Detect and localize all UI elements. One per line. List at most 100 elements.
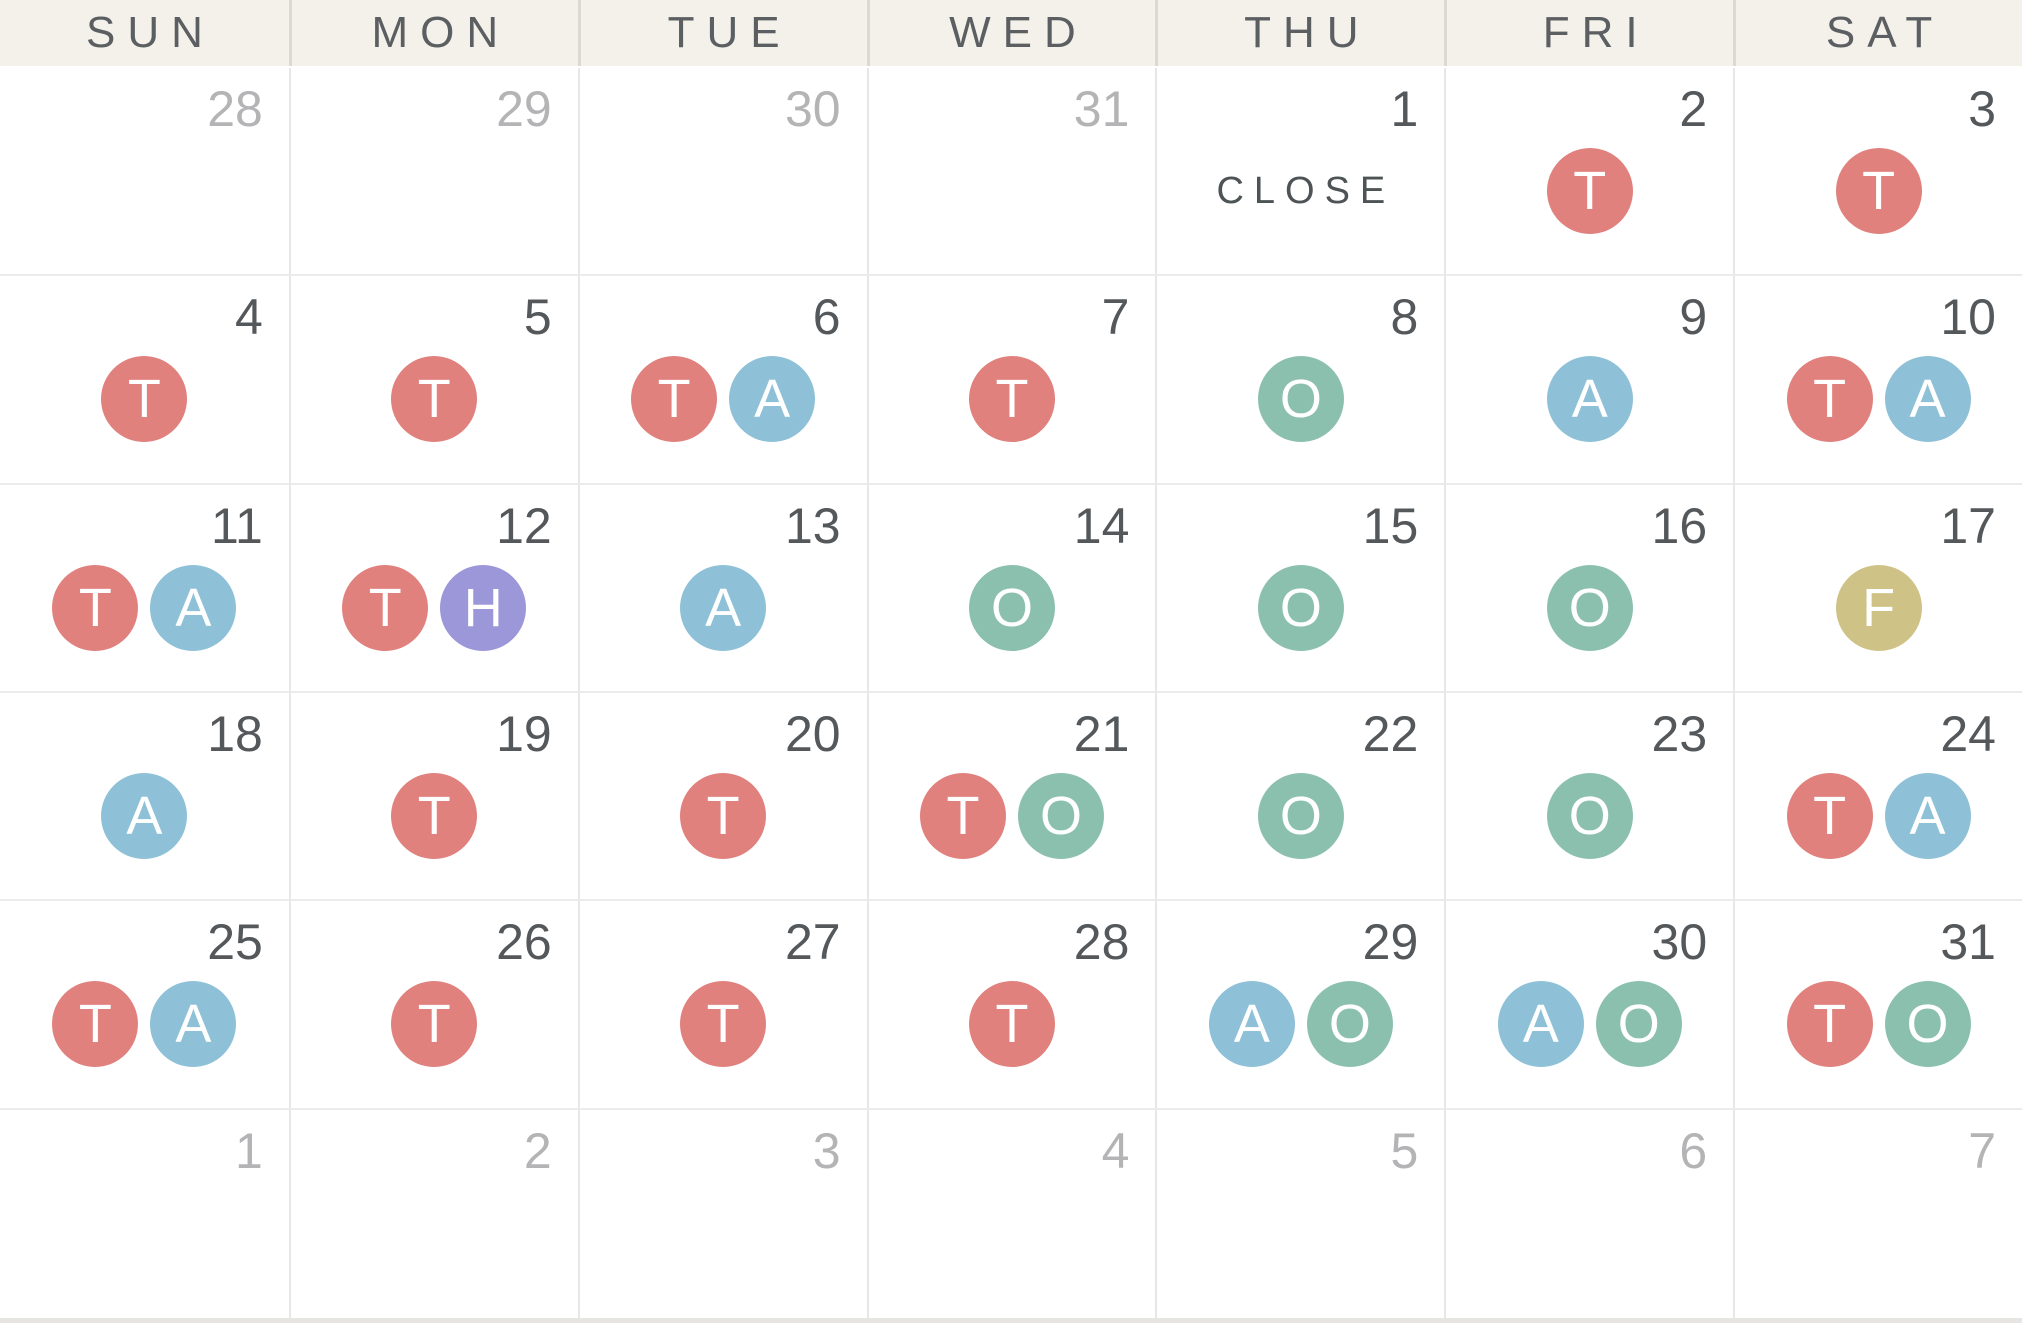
badge-row: O <box>1446 564 1733 651</box>
badge-T[interactable]: T <box>1546 148 1633 234</box>
badge-O[interactable]: O <box>1017 772 1104 859</box>
badge-A[interactable]: A <box>1884 356 1971 443</box>
badge-T[interactable]: T <box>391 981 478 1068</box>
day-cell[interactable]: 29 <box>288 68 578 277</box>
badge-row: T <box>291 356 578 443</box>
badge-A[interactable]: A <box>150 981 237 1068</box>
badge-A[interactable]: A <box>1884 772 1971 859</box>
badge-T[interactable]: T <box>968 981 1055 1068</box>
day-cell[interactable]: 22 O <box>1155 692 1445 902</box>
badge-O[interactable]: O <box>1884 981 1971 1068</box>
day-cell[interactable]: 1 <box>0 1110 289 1318</box>
badge-F[interactable]: F <box>1835 564 1922 651</box>
badge-H[interactable]: H <box>440 564 527 651</box>
day-cell[interactable]: 29 A O <box>1155 901 1445 1110</box>
day-number: 4 <box>235 289 263 346</box>
badge-T[interactable]: T <box>1786 772 1873 859</box>
badge-A[interactable]: A <box>729 356 816 443</box>
day-cell[interactable]: 5 <box>1155 1109 1444 1318</box>
day-cell[interactable]: 13 A <box>577 484 867 693</box>
day-cell[interactable]: 16 O <box>1444 484 1734 693</box>
day-number: 26 <box>496 914 552 971</box>
badge-O[interactable]: O <box>1306 981 1393 1068</box>
day-number: 11 <box>210 497 263 554</box>
day-cell[interactable]: 28 T <box>866 901 1156 1110</box>
badge-A[interactable]: A <box>101 772 188 859</box>
badge-T[interactable]: T <box>919 772 1006 859</box>
day-cell[interactable]: 30 <box>577 68 867 277</box>
day-cell[interactable]: 11 T A <box>0 485 289 693</box>
day-cell[interactable]: 7 <box>1733 1109 2022 1318</box>
day-cell[interactable]: 26 T <box>288 901 578 1110</box>
badge-T[interactable]: T <box>391 772 478 859</box>
badge-T[interactable]: T <box>968 356 1055 443</box>
badge-T[interactable]: T <box>52 981 139 1068</box>
day-cell[interactable]: 15 O <box>1155 484 1445 693</box>
weekday-label: THU <box>1155 0 1444 66</box>
badge-T[interactable]: T <box>631 356 718 443</box>
day-cell[interactable]: 10 T A <box>1733 276 2022 485</box>
day-number: 6 <box>812 289 841 346</box>
badge-row: A <box>1446 356 1733 443</box>
badge-O[interactable]: O <box>1546 772 1633 859</box>
day-cell[interactable]: 17 F <box>1733 484 2022 693</box>
badge-T[interactable]: T <box>680 772 767 859</box>
badge-A[interactable]: A <box>680 564 767 651</box>
badge-T[interactable]: T <box>1835 148 1922 234</box>
day-cell[interactable]: 14 O <box>866 484 1156 693</box>
badge-A[interactable]: A <box>1497 981 1584 1068</box>
badge-row: T <box>580 772 867 859</box>
day-number: 6 <box>1679 1122 1708 1179</box>
weekday-label: FRI <box>1444 0 1733 66</box>
badge-O[interactable]: O <box>1257 564 1344 651</box>
day-cell[interactable]: 30 A O <box>1444 901 1734 1110</box>
day-number: 13 <box>784 497 841 554</box>
badge-O[interactable]: O <box>1257 772 1344 859</box>
badge-O[interactable]: O <box>1595 981 1682 1068</box>
day-cell[interactable]: 6 <box>1444 1109 1733 1318</box>
day-cell[interactable]: 28 <box>0 68 289 277</box>
badge-T[interactable]: T <box>52 564 139 651</box>
badge-row: T <box>0 356 289 443</box>
day-number: 9 <box>1679 289 1708 346</box>
badge-T[interactable]: T <box>1786 981 1873 1068</box>
day-cell[interactable]: 1 CLOSE <box>1155 68 1445 277</box>
day-cell[interactable]: 18 A <box>0 693 289 902</box>
badge-O[interactable]: O <box>968 564 1055 651</box>
day-cell[interactable]: 19 T <box>288 692 578 902</box>
day-cell[interactable]: 3 <box>577 1109 867 1318</box>
day-cell[interactable]: 24 T A <box>1733 692 2022 902</box>
badge-A[interactable]: A <box>1208 981 1295 1068</box>
day-cell[interactable]: 20 T <box>577 692 867 902</box>
day-cell[interactable]: 21 T O <box>866 692 1156 902</box>
badge-T[interactable]: T <box>342 564 429 651</box>
badge-A[interactable]: A <box>150 564 237 651</box>
day-cell[interactable]: 27 T <box>577 901 867 1110</box>
day-number: 7 <box>1101 289 1130 346</box>
badge-O[interactable]: O <box>1257 356 1344 443</box>
badge-T[interactable]: T <box>1786 356 1873 443</box>
day-cell[interactable]: 2 <box>288 1109 578 1318</box>
badge-T[interactable]: T <box>680 981 767 1068</box>
day-cell[interactable]: 31 <box>866 68 1156 277</box>
day-cell[interactable]: 12 T H <box>288 484 578 693</box>
day-cell[interactable]: 23 O <box>1444 692 1734 902</box>
day-number: 22 <box>1362 705 1419 762</box>
day-cell[interactable]: 25 T A <box>0 901 289 1110</box>
day-number: 25 <box>207 914 263 971</box>
day-cell[interactable]: 4 <box>866 1109 1156 1318</box>
badge-T[interactable]: T <box>101 356 188 443</box>
day-cell[interactable]: 31 T O <box>1733 901 2022 1110</box>
badge-O[interactable]: O <box>1546 564 1633 651</box>
badge-T[interactable]: T <box>391 356 478 443</box>
badge-A[interactable]: A <box>1546 356 1633 443</box>
